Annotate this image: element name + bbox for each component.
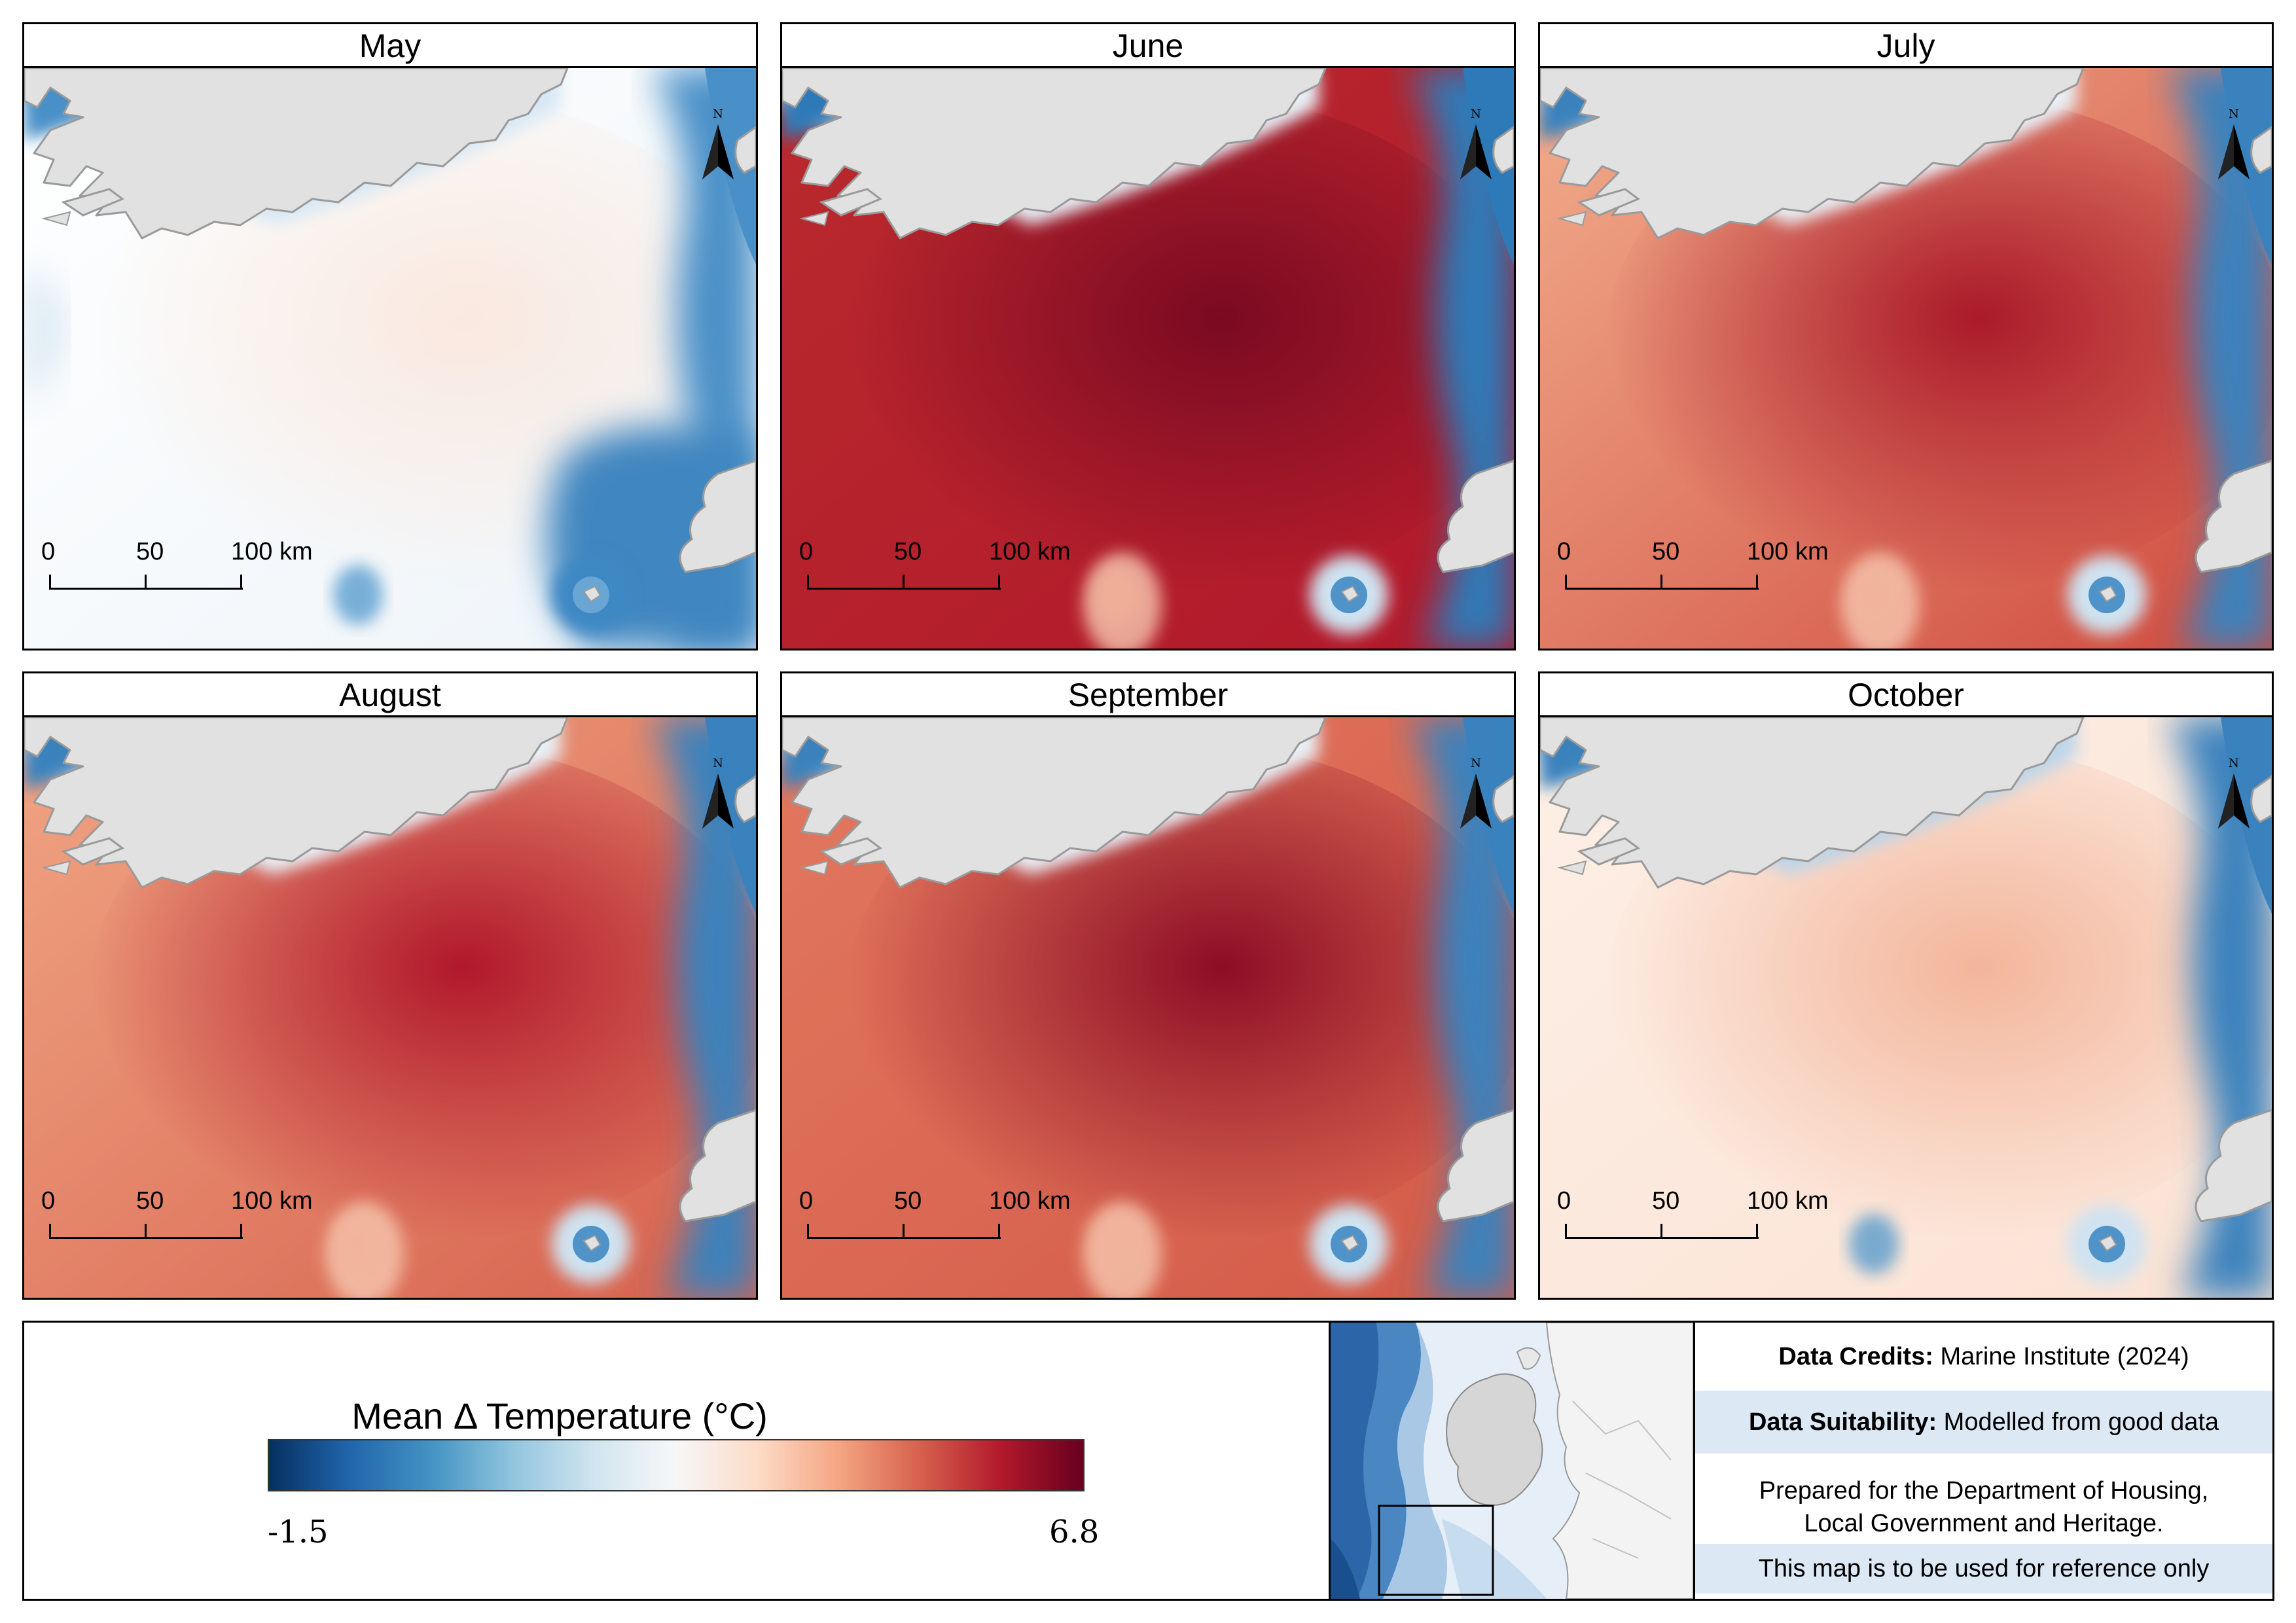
credits-block: Data Credits: Marine Institute (2024) Da…: [1695, 1323, 2272, 1599]
north-label: N: [1471, 107, 1481, 121]
scale-bar-label: 100 km: [1747, 538, 1829, 565]
scale-bar-label: 100 km: [231, 1187, 313, 1215]
north-label: N: [2229, 757, 2239, 770]
panel-title: August: [24, 673, 756, 717]
temperature-map: [1540, 717, 2272, 1298]
temperature-map: [782, 717, 1514, 1298]
scale-bar-label: 50: [136, 538, 164, 565]
map-panel-august: August: [22, 671, 758, 1300]
prepared-line-1: Prepared for the Department of Housing,: [1759, 1477, 2209, 1505]
legend-panel: Mean Δ Temperature (°C) -1.5 6.8 Data Cr…: [22, 1321, 2274, 1601]
temperature-map: [24, 68, 756, 649]
data-suitability-row: Data Suitability: Modelled from good dat…: [1695, 1391, 2272, 1454]
temperature-map: [782, 68, 1514, 649]
data-suitability-label: Data Suitability:: [1748, 1408, 1937, 1436]
legend-min-label: -1.5: [268, 1514, 329, 1550]
scale-bar-label: 100 km: [989, 1187, 1071, 1215]
map-panel-june: June: [780, 22, 1516, 651]
north-arrow-icon: N: [1456, 755, 1496, 834]
scale-bar-label: 0: [1557, 1187, 1571, 1215]
scale-bar-label: 50: [894, 538, 922, 565]
panel-title: May: [24, 24, 756, 68]
north-label: N: [713, 757, 723, 770]
data-credits-label: Data Credits:: [1778, 1343, 1933, 1370]
scale-bar-label: 50: [1652, 1187, 1680, 1215]
map-panel-july: July: [1538, 22, 2274, 651]
locator-map: [1329, 1323, 1695, 1599]
scale-bar-label: 100 km: [231, 538, 313, 565]
map-panel-september: September: [780, 671, 1516, 1300]
scale-bar-label: 0: [1557, 538, 1571, 565]
prepared-line-2: Local Government and Heritage.: [1804, 1510, 2164, 1537]
temperature-map: [1540, 68, 2272, 649]
north-arrow-icon: N: [698, 755, 738, 834]
scale-bar-label: 100 km: [989, 538, 1071, 565]
legend-title: Mean Δ Temperature (°C): [351, 1395, 768, 1436]
panel-title: October: [1540, 673, 2272, 717]
color-ramp: [268, 1439, 1085, 1491]
scale-bar-label: 0: [41, 1187, 56, 1215]
north-arrow-icon: N: [2214, 755, 2253, 834]
north-label: N: [1471, 757, 1481, 770]
scale-bar-label: 50: [1652, 538, 1680, 565]
scale-bar-label: 100 km: [1747, 1187, 1829, 1215]
scale-bar-label: 50: [894, 1187, 922, 1215]
scale-bar-label: 0: [799, 538, 814, 565]
data-credits-row: Data Credits: Marine Institute (2024): [1695, 1336, 2272, 1378]
panel-title: June: [782, 24, 1514, 68]
scale-bar-label: 50: [136, 1187, 164, 1215]
reference-note: This map is to be used for reference onl…: [1695, 1544, 2272, 1594]
map-panel-october: October: [1538, 671, 2274, 1300]
scale-bar-label: 0: [799, 1187, 814, 1215]
north-label: N: [2229, 107, 2239, 121]
north-label: N: [713, 107, 723, 121]
map-panel-may: May: [22, 22, 758, 651]
scale-bar-label: 0: [41, 538, 56, 565]
north-arrow-icon: N: [1456, 106, 1496, 185]
north-arrow-icon: N: [2214, 106, 2253, 185]
data-suitability-value: Modelled from good data: [1943, 1408, 2219, 1436]
north-arrow-icon: N: [698, 106, 738, 185]
temperature-map: [24, 717, 756, 1298]
data-credits-value: Marine Institute (2024): [1940, 1343, 2189, 1370]
panel-title: July: [1540, 24, 2272, 68]
legend-max-label: 6.8: [1049, 1514, 1100, 1550]
panel-title: September: [782, 673, 1514, 717]
